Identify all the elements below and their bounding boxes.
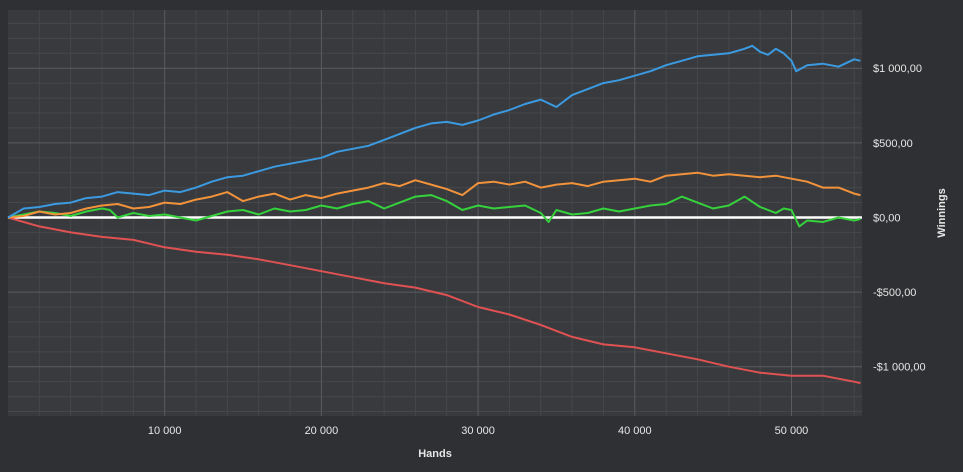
x-tick-label: 20 000: [305, 425, 339, 437]
plot-area: [8, 10, 862, 416]
x-axis-ticks: 10 000 20 000 30 000 40 000 50 000: [148, 425, 808, 437]
y-tick-label: $500,00: [873, 138, 913, 150]
x-tick-label: 40 000: [618, 425, 652, 437]
y-tick-label: $0,00: [873, 212, 901, 224]
x-tick-label: 50 000: [775, 425, 809, 437]
x-tick-label: 10 000: [148, 425, 182, 437]
series-line-3: [7, 194, 861, 228]
y-tick-label: $1 000,00: [873, 63, 922, 75]
series-layer: [7, 44, 861, 385]
x-axis-label: Hands: [418, 448, 452, 460]
series-line-2: [7, 171, 861, 219]
series-line-1: [7, 44, 861, 219]
y-tick-label: -$500,00: [873, 287, 916, 299]
series-line-4: [7, 216, 861, 385]
y-axis-label: Winnings: [936, 188, 948, 237]
y-tick-label: -$1 000,00: [873, 362, 926, 374]
x-tick-label: 30 000: [461, 425, 495, 437]
y-axis-ticks: $1 000,00 $500,00 $0,00 -$500,00 -$1 000,00: [873, 63, 926, 374]
